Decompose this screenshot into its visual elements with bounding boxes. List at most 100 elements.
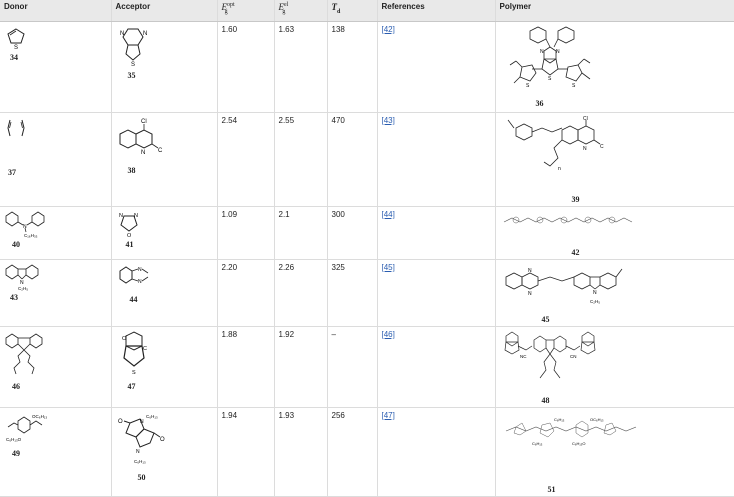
eg-el-value: 2.55 [274,112,328,207]
diphenylamine-structure: N C₁₆H₃₃ [5,211,45,238]
donor-cell: S 34 [0,21,112,113]
svg-text:O: O [127,233,132,238]
polymer-cell: C₆H₁₃ C₆H₁₃ OC₆H₁₃ C₆H₁₃O 51 [495,407,734,497]
svg-text:C₆H₁₃: C₆H₁₃ [554,417,565,422]
reference-cell: [44] [377,206,496,260]
compound-number: 47 [127,382,136,391]
svg-text:C₂H₅: C₂H₅ [18,286,28,291]
polymer-cell: NC CN 48 [495,326,734,408]
svg-text:CN: CN [570,354,577,359]
reference-link[interactable]: [44] [381,210,395,219]
reference-link[interactable]: [47] [381,411,395,420]
td-value: – [327,326,378,408]
thiophene-structure: S [7,28,25,51]
table-row: 37 Cl N C 38 2.54 2.55 470 [43] [0,112,734,207]
compound-number: 50 [137,473,146,482]
svg-text:N: N [119,213,123,219]
svg-text:C: C [158,148,163,154]
svg-text:OC₆H₁₃: OC₆H₁₃ [590,417,604,422]
compound-number: 40 [12,240,20,249]
td-value: 256 [327,407,378,497]
carbazole-structure: N C₂H₅ [5,264,39,291]
compound-number: 37 [8,168,16,177]
dialkoxy-phenylene-structure: OC₆H₁₃ C₆H₁₃O [6,414,47,442]
compound-number: 42 [571,248,580,257]
acceptor-cell: N N S 35 [111,21,218,113]
eg-opt-value: 2.54 [217,112,275,207]
svg-text:n: n [558,166,561,172]
polymer-cell: N N S S S 36 [495,21,734,113]
eg-opt-value: 2.20 [217,259,275,327]
eg-el-value: 1.63 [274,21,328,113]
butadiene-structure [7,119,25,137]
svg-text:N: N [138,267,142,273]
header-row: Donor Acceptor Eoptg Eelg Td References … [0,0,734,22]
svg-text:N: N [556,49,560,55]
eg-el-value: 1.93 [274,407,328,497]
polymer-structure: Cl N C n [507,116,604,172]
thienodioxine-structure: O C S [122,331,147,376]
compound-number: 48 [541,396,550,405]
table-row: 46 O C S 47 1.88 1.92 – [46] [0,326,734,408]
svg-text:C₆H₁₃O: C₆H₁₃O [6,437,22,442]
svg-text:N: N [138,279,142,285]
header-eg-opt: Eoptg [217,0,275,22]
polymer-structure: C₆H₁₃ C₆H₁₃ OC₆H₁₃ C₆H₁₃O [505,417,636,446]
oxadiazole-structure: N N O [119,213,138,239]
svg-text:N: N [528,291,532,297]
polymer-cell: Cl N C n 39 [495,112,734,207]
polymer-structure [503,216,632,224]
compound-number: 49 [12,449,20,458]
eg-opt-value: 1.60 [217,21,275,113]
td-value: 325 [327,259,378,327]
svg-text:Cl: Cl [583,116,588,122]
svg-text:S: S [526,83,530,89]
compound-number: 34 [10,53,18,62]
svg-text:S: S [131,62,135,68]
donor-cell: 46 [0,326,112,408]
header-donor: Donor [0,0,112,22]
thienopyrazine-structure: N N S [120,28,147,68]
td-value: 300 [327,206,378,260]
svg-text:S: S [132,370,136,376]
donor-cell: N C₁₆H₃₃ 40 [0,206,112,260]
quinoxaline-fragment-structure: N N [119,266,148,285]
acceptor-cell: Cl N C 38 [111,112,218,207]
table-row: OC₆H₁₃ C₆H₁₃O 49 O O N N C₆H₁₃ C₆H₁₃ [0,407,734,497]
reference-link[interactable]: [43] [381,116,395,125]
svg-text:N: N [20,280,24,286]
table-row: N C₂H₅ 43 N N 44 2.20 2.26 325 [0,259,734,327]
donor-cell: N C₂H₅ 43 [0,259,112,327]
compound-number: 43 [10,293,18,302]
eg-opt-value: 1.09 [217,206,275,260]
svg-text:N: N [120,31,124,37]
svg-text:C₆H₁₃: C₆H₁₃ [134,459,146,464]
acceptor-cell: O C S 47 [111,326,218,408]
chloroquinoline-structure: Cl N C [119,119,163,156]
header-acceptor: Acceptor [111,0,218,22]
svg-text:N: N [23,224,27,230]
svg-text:O: O [160,437,165,443]
svg-text:N: N [140,419,144,425]
svg-text:S: S [548,76,552,82]
compound-number: 36 [535,99,544,108]
acceptor-cell: N N O 41 [111,206,218,260]
svg-text:C: C [600,144,604,150]
donor-cell: 37 [0,112,112,207]
compound-number: 51 [547,485,556,494]
svg-text:N: N [141,150,145,156]
table-row: N C₁₆H₃₃ 40 N N O 41 1.09 2.1 300 [44] [0,206,734,260]
td-value: 138 [327,21,378,113]
header-td: Td [327,0,378,22]
reference-cell: [43] [377,112,496,207]
eg-opt-value: 1.94 [217,407,275,497]
svg-text:O: O [118,419,123,425]
svg-text:N: N [583,146,587,152]
polymer-cell: 42 [495,206,734,260]
reference-link[interactable]: [46] [381,330,395,339]
svg-text:N: N [136,449,140,455]
reference-link[interactable]: [42] [381,25,395,34]
table-row: S 34 N N S 35 1.60 1.63 138 [42] [0,21,734,113]
reference-link[interactable]: [45] [381,263,395,272]
